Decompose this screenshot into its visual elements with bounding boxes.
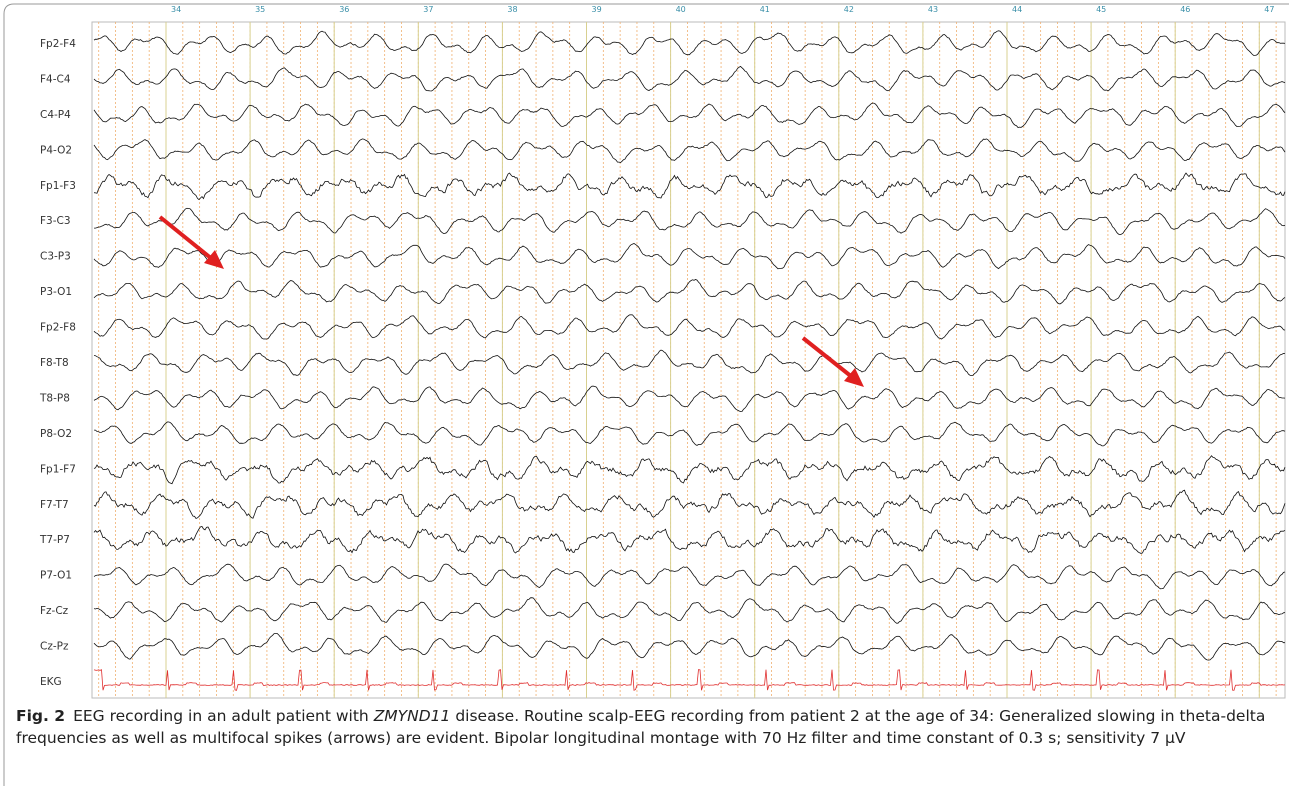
channel-label: T7-P7 <box>39 534 70 546</box>
eeg-trace <box>94 207 1286 236</box>
time-marker: 47 <box>1264 5 1274 14</box>
eeg-trace <box>93 172 1286 201</box>
time-marker: 42 <box>844 5 854 14</box>
channel-label: Fp2-F8 <box>40 322 76 334</box>
channel-label: C4-P4 <box>40 109 71 121</box>
arrow <box>801 336 854 379</box>
time-marker: 35 <box>255 5 265 14</box>
channel-label: Fp2-F4 <box>40 38 76 50</box>
eeg-trace <box>93 563 1286 590</box>
eeg-trace <box>93 385 1286 413</box>
eeg-trace <box>93 65 1286 92</box>
channel-label: F4-C4 <box>40 73 71 85</box>
eeg-trace <box>93 349 1286 377</box>
arrows <box>158 215 864 387</box>
eeg-trace <box>93 489 1286 520</box>
traces <box>93 30 1286 691</box>
ekg-trace <box>93 669 1286 691</box>
channel-label: P8-O2 <box>40 428 72 440</box>
time-grid: 34 35 36 37 38 39 40 41 42 43 44 45 46 47 <box>98 5 1277 698</box>
eeg-trace <box>93 526 1286 554</box>
time-marker: 34 <box>171 5 181 14</box>
time-marker: 41 <box>760 5 770 14</box>
time-marker: 46 <box>1180 5 1190 14</box>
channel-label: Fz-Cz <box>40 605 69 617</box>
channel-label: F8-T8 <box>40 357 69 369</box>
eeg-trace <box>93 30 1286 56</box>
caption-label: Fig. 2 <box>16 707 66 725</box>
time-marker: 38 <box>507 5 517 14</box>
eeg-trace <box>93 138 1286 163</box>
channel-labels: Fp2-F4 F4-C4 C4-P4 P4-O2 Fp1-F3 F3-C3 C3-P3 P3-… <box>39 38 76 688</box>
time-marker: 44 <box>1012 5 1022 14</box>
eeg-trace <box>93 314 1286 340</box>
time-marker: 36 <box>339 5 349 14</box>
eeg-trace <box>94 421 1286 447</box>
channel-label: EKG <box>40 676 62 688</box>
arrow-head <box>204 250 224 269</box>
channel-label: P4-O2 <box>40 144 72 156</box>
channel-label: C3-P3 <box>40 251 71 263</box>
time-marker: 43 <box>928 5 938 14</box>
time-marker: 45 <box>1096 5 1106 14</box>
time-marker: 37 <box>423 5 433 14</box>
channel-label: Cz-Pz <box>40 641 69 653</box>
caption-text: disease. Routine scalp-EEG recording fro… <box>16 707 1266 747</box>
figure-border <box>3 3 1289 786</box>
eeg-trace <box>93 455 1286 485</box>
gene-name: ZMYND11 <box>373 707 451 725</box>
time-marker: 39 <box>592 5 602 14</box>
channel-label: P7-O1 <box>40 570 72 582</box>
eeg-trace <box>93 102 1286 128</box>
eeg-trace <box>93 243 1286 270</box>
channel-label: Fp1-F3 <box>40 180 76 192</box>
eeg-trace <box>93 279 1286 305</box>
arrow <box>158 215 214 261</box>
eeg-trace <box>93 597 1286 624</box>
eeg-trace <box>93 633 1285 661</box>
channel-label: Fp1-F7 <box>40 463 76 475</box>
caption-text: EEG recording in an adult patient with <box>73 707 374 725</box>
channel-label: F7-T7 <box>40 499 69 511</box>
channel-label: F3-C3 <box>40 215 71 227</box>
time-marker: 40 <box>676 5 686 14</box>
channel-label: P3-O1 <box>40 286 72 298</box>
caption: Fig. 2 EEG recording in an adult patient … <box>16 705 1271 749</box>
arrow-head <box>844 368 864 387</box>
eeg-panel <box>91 21 1286 699</box>
channel-label: T8-P8 <box>39 392 70 404</box>
